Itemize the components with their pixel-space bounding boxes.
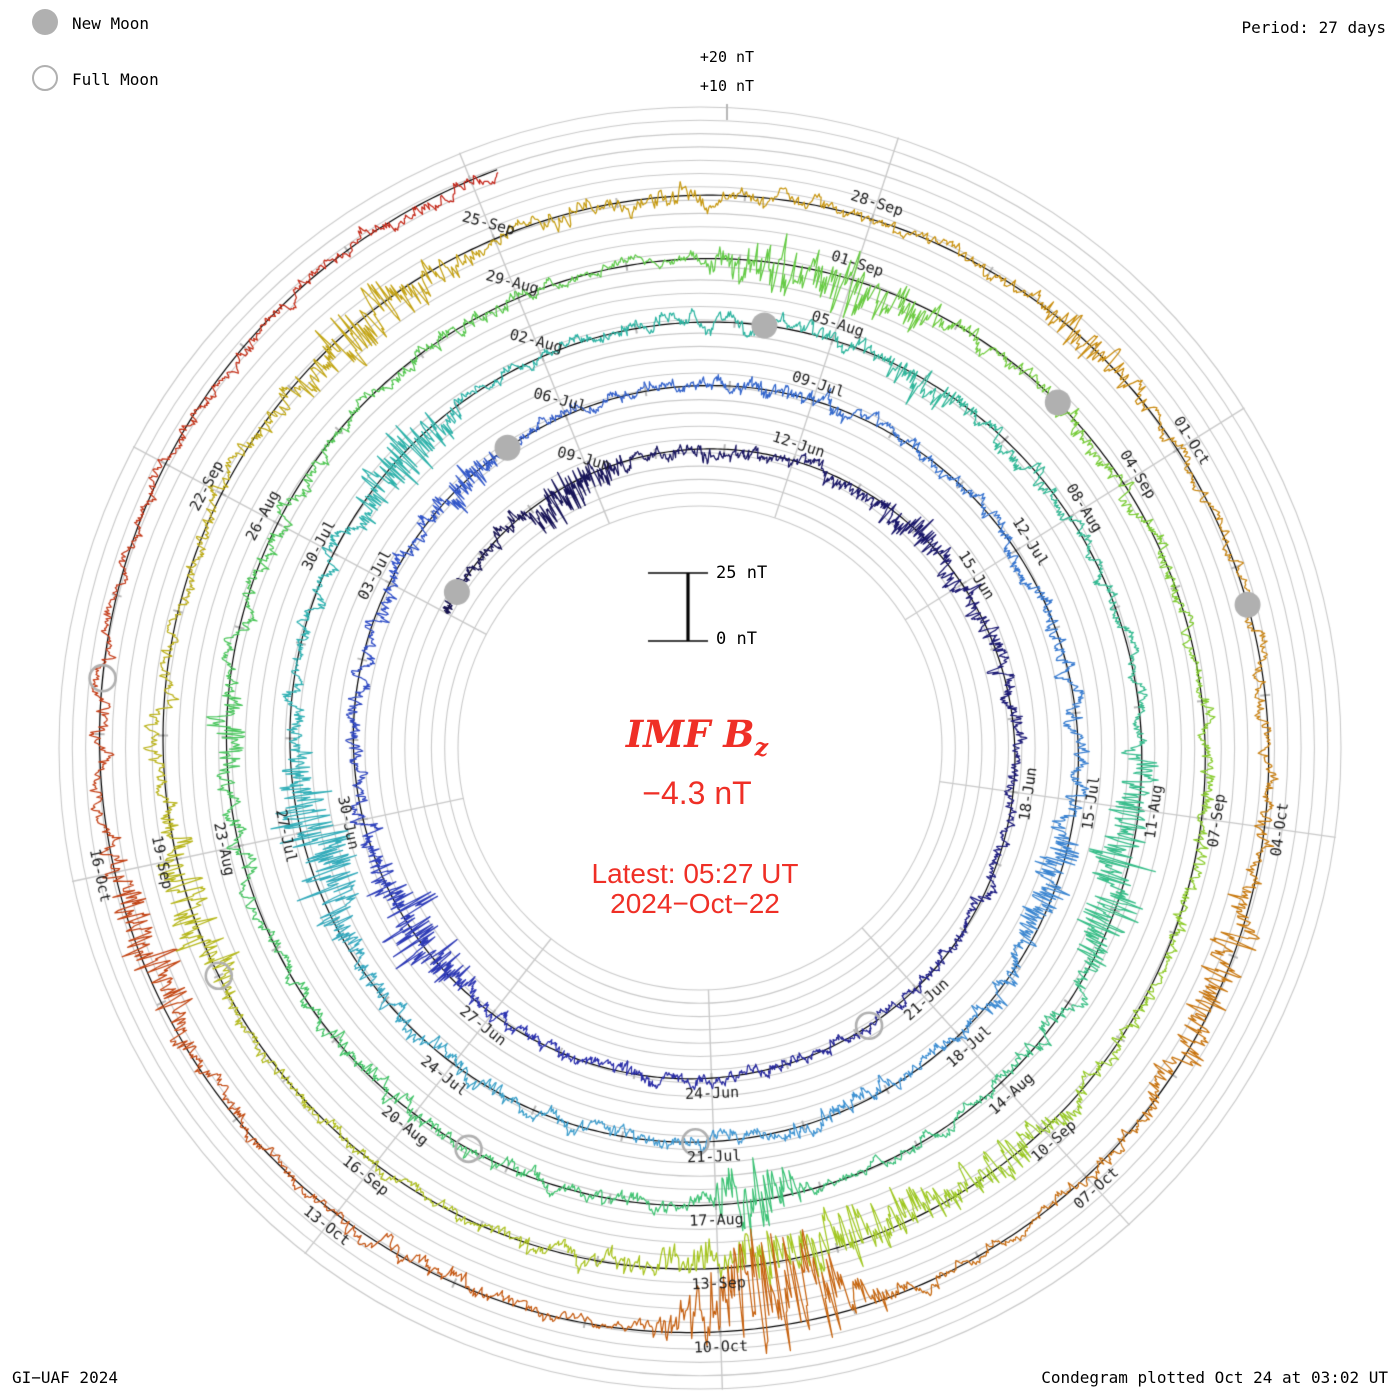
radial-scale-plus10-label: +10 nT xyxy=(699,77,755,95)
plotted-timestamp-label: Condegram plotted Oct 24 at 03:02 UT xyxy=(1041,1368,1388,1387)
legend-new-moon-label: New Moon xyxy=(72,14,150,33)
credit-label: GI−UAF 2024 xyxy=(12,1368,118,1387)
latest-time-label: Latest: 05:27 UT xyxy=(591,858,799,889)
radial-scale-plus20-label: +20 nT xyxy=(699,48,755,66)
chart-title-subscript: z xyxy=(754,732,769,762)
scalebar-top-label: 25 nT xyxy=(716,563,768,583)
legend-full-moon-label: Full Moon xyxy=(72,70,159,89)
new-moon-icon xyxy=(32,9,58,35)
chart-title: IMF Bz xyxy=(626,712,768,761)
period-label: Period: 27 days xyxy=(1241,18,1387,37)
latest-date-label: 2024−Oct−22 xyxy=(610,888,780,919)
chart-title-main: IMF B xyxy=(625,712,755,756)
full-moon-icon xyxy=(32,65,58,91)
latest-value: −4.3 nT xyxy=(642,775,752,811)
scalebar-bottom-label: 0 nT xyxy=(716,629,757,649)
